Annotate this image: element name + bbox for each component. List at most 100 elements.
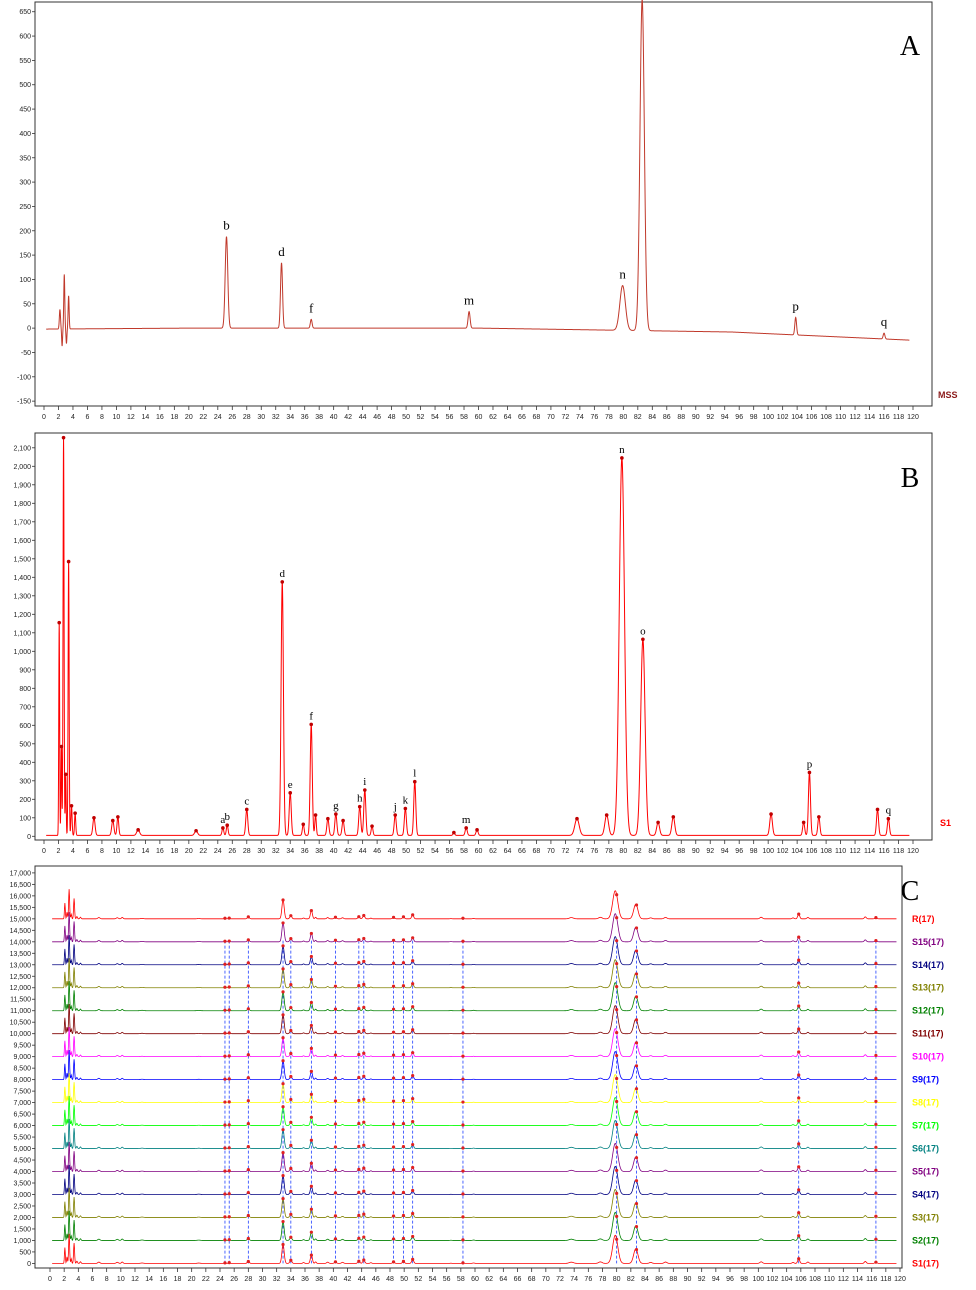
peak-marker [244,807,249,812]
y-tick-label: 3,000 [13,1192,31,1199]
x-tick-label: 4 [76,1276,80,1283]
x-tick-label: 8 [100,848,104,855]
y-tick-label: 13,500 [10,951,32,958]
y-tick-label: 1,300 [13,593,31,600]
series-line-s717 [52,1095,897,1126]
peak-marker [246,1190,250,1195]
peak-marker [309,1253,313,1257]
x-tick-label: 88 [677,414,685,421]
x-tick-label: 100 [762,414,774,421]
x-tick-label: 4 [71,848,75,855]
x-tick-label: 14 [145,1276,153,1283]
x-tick-label: 118 [893,414,904,421]
y-tick-label: -100 [17,374,31,381]
x-tick-label: 96 [726,1276,734,1283]
x-tick-label: 56 [443,1276,451,1283]
x-tick-label: 26 [228,848,236,855]
peak-marker [289,1235,293,1239]
x-tick-label: 46 [373,414,381,421]
peak-marker [464,826,468,830]
legend-label-s1017: S10(17) [912,1052,944,1062]
x-tick-label: 106 [806,848,818,855]
x-tick-label: 78 [605,848,613,855]
peak-marker [362,959,366,964]
x-tick-label: 100 [752,1276,764,1283]
y-tick-label: 15,000 [10,916,32,923]
y-tick-label: 1,800 [13,501,31,508]
peak-marker [309,1138,313,1142]
peak-marker [401,1190,406,1195]
x-tick-label: 90 [692,414,700,421]
peak-marker [615,1214,619,1218]
peak-marker [797,1096,801,1100]
peak-marker [411,1005,415,1009]
peak-marker [225,823,230,827]
x-tick-label: 26 [228,414,236,421]
peak-marker [227,1146,231,1150]
legend-label-s1517: S15(17) [912,937,944,947]
peak-marker [357,1167,361,1171]
peak-marker [874,915,878,920]
peak-marker [289,960,293,964]
series-line-s617 [52,1118,897,1149]
peak-marker [281,990,285,994]
x-tick-label: 38 [315,1276,323,1283]
x-tick-label: 44 [359,848,367,855]
peak-marker [223,1261,227,1265]
y-tick-label: 1,200 [13,612,31,619]
peak-marker [615,1053,619,1058]
y-tick-label: 17,000 [10,870,32,877]
y-tick-label: 3,500 [13,1181,31,1188]
y-tick-label: 650 [19,9,31,16]
peak-marker [362,1051,366,1055]
peak-marker [289,1028,293,1033]
peak-marker [362,913,366,918]
y-tick-label: 14,000 [10,939,32,946]
y-tick-label: 600 [19,34,31,41]
x-tick-label: 36 [301,1276,309,1283]
x-tick-label: 64 [504,414,512,421]
series-line-s517 [52,1141,897,1172]
x-tick-label: 90 [692,848,700,855]
peak-marker [309,931,313,936]
y-tick-label: 450 [19,107,31,114]
peak-marker [246,1053,250,1057]
peak-marker [797,935,801,939]
x-tick-label: 34 [286,414,294,421]
series-label-mss: MSS [938,390,958,400]
peak-marker [333,915,338,919]
peak-label-k: k [403,795,409,807]
y-tick-label: 800 [19,686,31,693]
x-tick-label: 28 [243,848,251,855]
peak-marker [333,938,338,942]
peak-marker [461,985,465,989]
peak-marker [281,1242,285,1247]
peak-marker [246,1076,250,1080]
x-tick-label: 4 [71,414,75,421]
y-tick-label: 50 [23,301,31,308]
x-tick-label: 98 [740,1276,748,1283]
peak-marker [136,828,140,832]
series-line-s1117 [52,1004,897,1035]
peak-marker [634,1087,639,1091]
y-tick-label: 350 [19,155,31,162]
peak-label-b: b [224,811,230,823]
x-tick-label: 76 [590,414,598,421]
y-tick-label: -150 [17,399,31,406]
peak-marker [391,1007,396,1011]
peak-marker [223,1215,227,1219]
y-tick-label: 4,000 [13,1169,31,1176]
x-tick-label: 70 [547,414,555,421]
x-tick-label: 32 [272,848,280,855]
peak-marker [874,1214,878,1218]
peak-marker [309,1115,313,1119]
peak-marker [223,962,227,966]
peak-marker [362,1235,366,1239]
x-tick-label: 12 [131,1276,139,1283]
y-tick-label: 200 [19,228,31,235]
y-tick-label: 10,500 [10,1020,32,1027]
peak-marker [281,1219,285,1224]
x-tick-label: 0 [42,414,46,421]
x-tick-label: 100 [762,848,774,855]
x-tick-label: 24 [214,848,222,855]
